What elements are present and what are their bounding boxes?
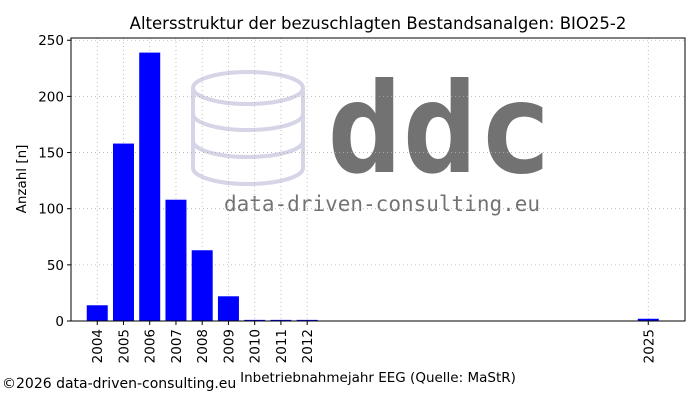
watermark: ddc data-driven-consulting.eu (191, 57, 553, 216)
bars (86, 52, 659, 321)
database-icon (191, 70, 305, 186)
y-tick-label: 50 (47, 258, 64, 274)
y-tick-label: 200 (38, 89, 64, 105)
x-tick-label: 2009 (221, 329, 237, 363)
x-tick-label: 2010 (248, 329, 264, 363)
copyright-note: ©2026 data-driven-consulting.eu (2, 376, 237, 392)
y-tick-label: 100 (38, 202, 64, 218)
bar-2005 (112, 143, 134, 321)
bar-2004 (86, 305, 108, 321)
x-tick-label: 2008 (195, 329, 211, 363)
x-tick-label: 2004 (90, 329, 106, 363)
bar-2011 (270, 319, 292, 321)
bar-2025 (637, 318, 659, 321)
watermark-logo-text: ddc (327, 57, 553, 202)
y-tick-label: 250 (38, 33, 64, 49)
bar-2007 (165, 199, 187, 321)
plot-frame (70, 37, 686, 322)
x-tick-label: 2025 (641, 329, 657, 363)
y-tick-label: 150 (38, 146, 64, 162)
x-tick-label: 2005 (116, 329, 132, 363)
y-axis-label: Anzahl [n] (14, 145, 30, 214)
x-tick-label: 2012 (300, 329, 316, 363)
bar-2012 (296, 319, 318, 321)
bar-2009 (217, 296, 239, 321)
axes: 0 50 100 150 200 250 2004 2005 2006 2007 2008 2009 2… (38, 33, 686, 363)
bar-2008 (191, 250, 213, 321)
x-tick-label: 2011 (274, 329, 290, 363)
chart-title: Altersstruktur der bezuschlagten Bestand… (130, 14, 627, 33)
x-tick-label: 2007 (169, 329, 185, 363)
x-axis-label: Inbetriebnahmejahr EEG (Quelle: MaStR) (240, 370, 516, 386)
bar-2006 (139, 52, 161, 321)
bar-2010 (244, 319, 266, 321)
x-tick-label: 2006 (143, 329, 159, 363)
y-tick-label: 0 (55, 314, 64, 330)
watermark-url-text: data-driven-consulting.eu (224, 192, 540, 216)
